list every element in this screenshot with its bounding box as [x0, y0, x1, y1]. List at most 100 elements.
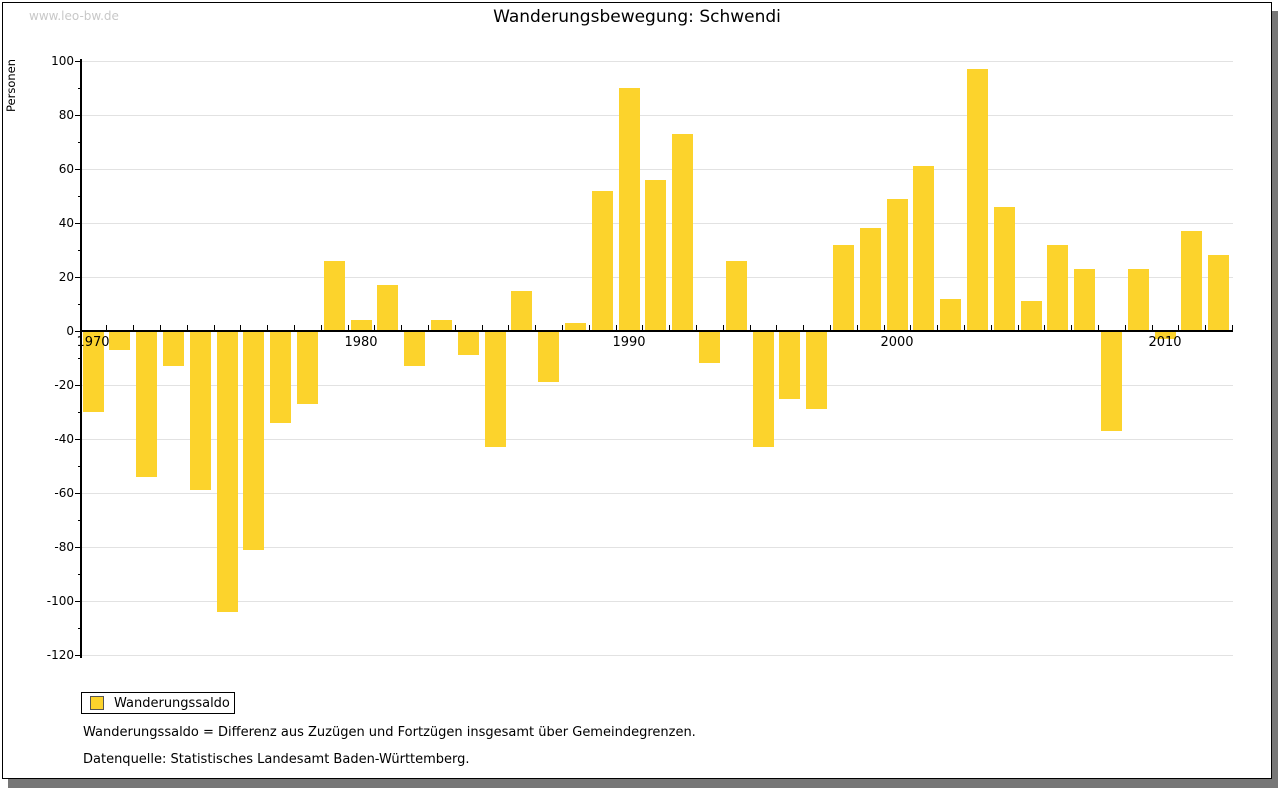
- y-tick-label--40: -40: [54, 432, 74, 446]
- gridline-80: [81, 115, 1233, 116]
- footnote-source: Datenquelle: Statistisches Landesamt Bad…: [83, 752, 470, 767]
- x-tick-13: [428, 325, 429, 331]
- y-tick-label--120: -120: [46, 648, 74, 662]
- y-tick--110: [78, 628, 81, 629]
- y-tick-label-80: 80: [58, 108, 74, 122]
- bar-1983: [430, 320, 452, 331]
- x-tick-label-2010: 2010: [1148, 335, 1182, 350]
- y-tick--50: [78, 466, 81, 467]
- bar-1974: [189, 331, 211, 491]
- bar-1984: [457, 331, 479, 356]
- x-tick-33: [964, 325, 965, 331]
- y-tick-60: [75, 169, 81, 170]
- y-tick--80: [75, 547, 81, 548]
- bar-2010: [1154, 331, 1176, 340]
- y-tick-20: [75, 277, 81, 278]
- bar-1978: [296, 331, 318, 404]
- bar-2012: [1208, 255, 1230, 331]
- bar-1998: [832, 244, 854, 331]
- x-tick-23: [696, 325, 697, 331]
- x-tick-24: [722, 325, 724, 331]
- legend-box: Wanderungssaldo: [81, 692, 235, 714]
- y-tick-label--80: -80: [54, 540, 74, 554]
- x-tick-label-1970: 1970: [76, 335, 110, 350]
- bar-1990: [618, 88, 640, 331]
- bar-1985: [484, 331, 506, 448]
- footnote-definition: Wanderungssaldo = Differenz aus Zuzügen …: [83, 725, 696, 740]
- y-axis-line: [80, 59, 82, 658]
- x-tick-43: [1232, 325, 1233, 331]
- y-tick-80: [75, 115, 81, 116]
- x-tick-8: [294, 325, 295, 331]
- x-tick-16: [508, 325, 510, 331]
- y-tick-label-60: 60: [58, 162, 74, 176]
- x-tick-37: [1071, 325, 1073, 331]
- x-axis-zero-line: [81, 330, 1233, 332]
- y-tick--40: [75, 439, 81, 440]
- gridline-100: [81, 61, 1233, 62]
- bar-2005: [1020, 301, 1042, 331]
- x-tick-30: [883, 325, 885, 331]
- bar-2001: [913, 166, 935, 331]
- bar-1988: [564, 322, 586, 331]
- legend-label: Wanderungssaldo: [114, 695, 230, 711]
- x-tick-25: [749, 325, 751, 331]
- x-tick-39: [1124, 325, 1126, 331]
- gridline--60: [81, 493, 1233, 494]
- y-tick-70: [78, 142, 81, 143]
- y-tick-30: [78, 250, 81, 251]
- x-tick-10: [347, 325, 349, 331]
- x-tick-21: [642, 325, 644, 331]
- bar-1992: [672, 133, 694, 331]
- bar-1972: [136, 331, 158, 477]
- bar-1973: [162, 331, 184, 367]
- y-tick-40: [75, 223, 81, 224]
- y-tick--100: [75, 601, 81, 602]
- x-tick-41: [1178, 325, 1180, 331]
- y-tick-10: [78, 304, 81, 305]
- x-tick-27: [803, 325, 805, 331]
- y-tick--30: [78, 412, 81, 413]
- bar-1986: [511, 290, 533, 331]
- gridline--80: [81, 547, 1233, 548]
- bar-1999: [859, 228, 881, 331]
- y-tick--60: [75, 493, 81, 494]
- x-tick-32: [937, 325, 939, 331]
- bar-2002: [940, 298, 962, 331]
- x-tick-31: [910, 325, 912, 331]
- y-tick-0: [75, 331, 81, 332]
- y-tick-label--60: -60: [54, 486, 74, 500]
- chart-frame: www.leo-bw.de Wanderungsbewegung: Schwen…: [2, 2, 1272, 779]
- x-tick-12: [401, 325, 403, 331]
- bar-1970: [82, 331, 104, 412]
- bar-1989: [591, 190, 613, 331]
- bar-1977: [270, 331, 292, 423]
- y-tick--10: [78, 358, 81, 359]
- bar-2007: [1074, 268, 1096, 331]
- plot-area: -120 -100 -80 -60 -40 -20 0 20 40 60 80 100 1970 1980…: [3, 3, 1271, 778]
- y-tick-label--20: -20: [54, 378, 74, 392]
- gridline--120: [81, 655, 1233, 656]
- x-tick-14: [454, 325, 456, 331]
- x-tick-20: [615, 325, 617, 331]
- y-tick-100: [75, 61, 81, 62]
- bar-1975: [216, 331, 238, 612]
- x-tick-0: [79, 325, 81, 331]
- bar-1982: [404, 331, 426, 367]
- x-tick-7: [267, 325, 269, 331]
- x-tick-4: [186, 325, 188, 331]
- x-tick-11: [374, 325, 376, 331]
- bar-2000: [886, 198, 908, 331]
- x-tick-26: [776, 325, 778, 331]
- y-tick-label-0: 0: [66, 324, 74, 338]
- x-tick-3: [160, 325, 161, 331]
- y-tick--20: [75, 385, 81, 386]
- bar-2008: [1100, 331, 1122, 431]
- bar-1981: [377, 285, 399, 331]
- bar-1980: [350, 320, 372, 331]
- bar-1996: [779, 331, 801, 399]
- bar-1979: [323, 260, 345, 331]
- bar-2003: [966, 69, 988, 331]
- x-tick-42: [1205, 325, 1207, 331]
- bar-1997: [806, 331, 828, 410]
